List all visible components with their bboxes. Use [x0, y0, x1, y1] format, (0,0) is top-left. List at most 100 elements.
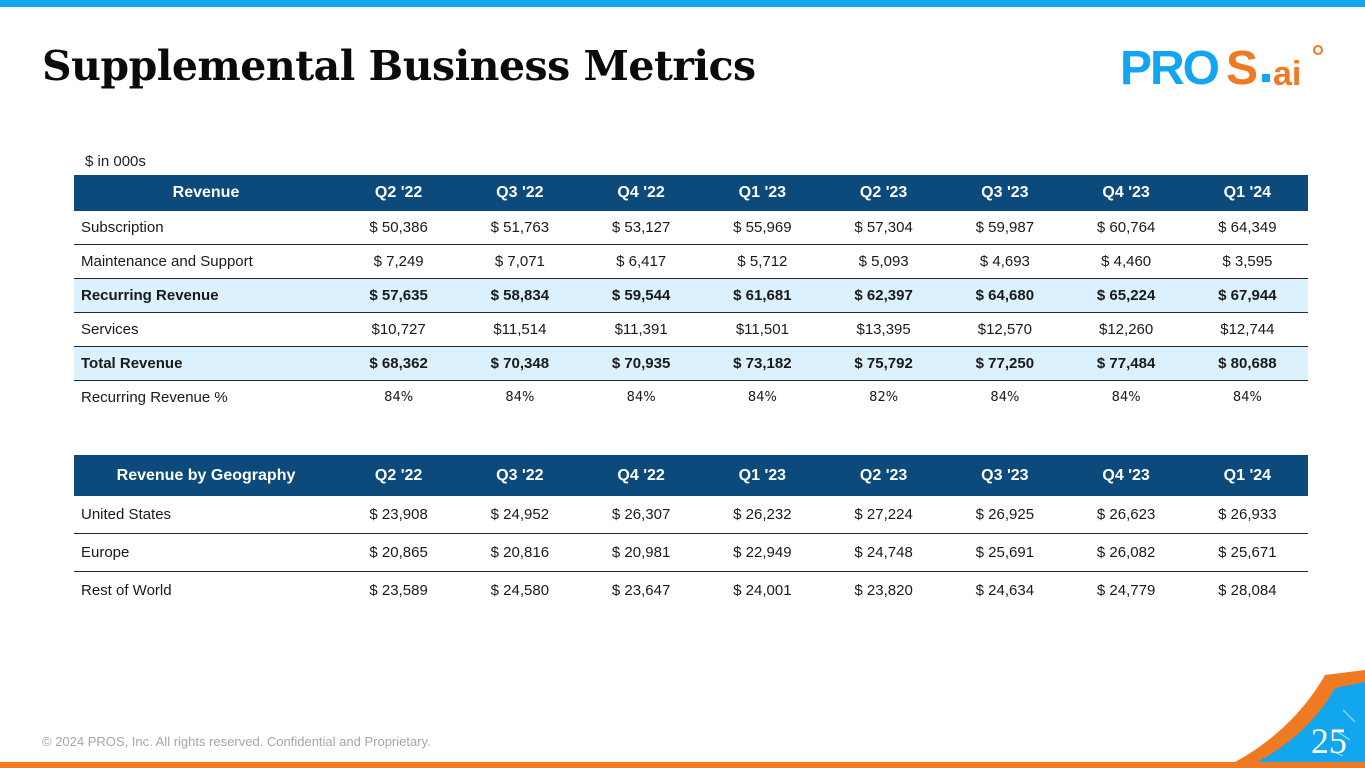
row-label: Maintenance and Support — [74, 244, 338, 279]
table-cell: $ 70,348 — [459, 346, 581, 381]
table-cell: $ 65,224 — [1065, 278, 1187, 313]
svg-text:ai: ai — [1273, 55, 1301, 90]
row-label: Recurring Revenue — [74, 278, 338, 313]
table-cell: 84% — [626, 390, 656, 405]
table-cell: $ 24,952 — [459, 496, 581, 534]
table-cell: $ 24,634 — [975, 582, 1035, 599]
table-cell: $12,744 — [1186, 312, 1308, 347]
table-cell: $ 59,987 — [944, 211, 1066, 245]
column-header: Q3 '22 — [459, 455, 581, 496]
column-header: Q1 '23 — [701, 455, 823, 496]
table-cell: 84% — [1232, 390, 1262, 405]
table-header-row: Revenue by Geography Q2 '22 Q3 '22 Q4 '2… — [74, 455, 1308, 496]
table-cell: $ 5,093 — [823, 244, 945, 279]
table-cell: $ 23,589 — [369, 582, 428, 599]
table-cell: $ 53,127 — [580, 211, 702, 245]
table-cell: $ 20,865 — [338, 533, 460, 572]
table-row-subscription: Subscription $ 50,386 $ 51,763 $ 53,127 … — [74, 211, 1308, 245]
column-header: Revenue — [74, 175, 338, 211]
table-cell: $ 51,763 — [459, 211, 581, 245]
table-cell: $ 26,925 — [944, 496, 1066, 534]
table-cell: $ 80,688 — [1186, 346, 1308, 381]
geography-table: Revenue by Geography Q2 '22 Q3 '22 Q4 '2… — [74, 455, 1308, 609]
svg-text:PRO: PRO — [1120, 44, 1219, 90]
table-cell: $ 57,304 — [823, 211, 945, 245]
table-cell: $ 67,944 — [1186, 278, 1308, 313]
table-cell: $ 25,691 — [944, 533, 1066, 572]
table-cell: $ 64,680 — [944, 278, 1066, 313]
table-row-europe: Europe $ 20,865 $ 20,816 $ 20,981 $ 22,9… — [74, 533, 1308, 572]
row-label: Europe — [74, 533, 338, 572]
table-cell: $11,514 — [459, 312, 581, 347]
table-cell: 84% — [384, 390, 414, 405]
table-cell: $13,395 — [823, 312, 945, 347]
column-header: Q3 '23 — [944, 175, 1066, 211]
column-header: Q4 '22 — [580, 455, 702, 496]
table-cell: $ 26,933 — [1186, 496, 1308, 534]
corner-decoration — [1235, 670, 1365, 762]
table-cell: $ 24,580 — [490, 582, 550, 599]
table-cell: $ 26,623 — [1065, 496, 1187, 534]
column-header: Q2 '23 — [823, 455, 945, 496]
column-header: Revenue by Geography — [74, 455, 338, 496]
table-cell: 84% — [747, 390, 777, 405]
table-header-row: Revenue Q2 '22 Q3 '22 Q4 '22 Q1 '23 Q2 '… — [74, 175, 1308, 211]
table-cell: $11,391 — [580, 312, 702, 347]
table-cell: $ 23,908 — [338, 496, 460, 534]
table-cell: $ 20,981 — [580, 533, 702, 572]
unit-note: $ in 000s — [85, 153, 146, 170]
table-cell: $ 20,816 — [459, 533, 581, 572]
row-label: Total Revenue — [74, 346, 338, 381]
table-cell: $ 22,949 — [701, 533, 823, 572]
column-header: Q4 '23 — [1065, 175, 1187, 211]
table-cell: $ 57,635 — [338, 278, 460, 313]
table-cell: 84% — [990, 390, 1020, 405]
revenue-table: Revenue Q2 '22 Q3 '22 Q4 '22 Q1 '23 Q2 '… — [74, 175, 1308, 414]
table-cell: $ 75,792 — [823, 346, 945, 381]
table-cell: $ 26,232 — [701, 496, 823, 534]
bottom-accent-bar — [0, 762, 1365, 768]
table-row-recurring-revenue: Recurring Revenue $ 57,635 $ 58,834 $ 59… — [74, 278, 1308, 313]
table-cell: $ 60,764 — [1065, 211, 1187, 245]
table-cell: $12,570 — [944, 312, 1066, 347]
table-cell: $ 73,182 — [701, 346, 823, 381]
column-header: Q1 '23 — [701, 175, 823, 211]
table-cell: 84% — [505, 390, 535, 405]
table-cell: $ 7,071 — [459, 244, 581, 279]
table-cell: $ 6,417 — [580, 244, 702, 279]
column-header: Q3 '22 — [459, 175, 581, 211]
column-header: Q4 '23 — [1065, 455, 1187, 496]
table-cell: 84% — [1111, 390, 1141, 405]
table-cell: $ 24,779 — [1096, 582, 1156, 599]
column-header: Q1 '24 — [1186, 455, 1308, 496]
svg-text:S: S — [1226, 44, 1258, 90]
table-cell: $ 23,820 — [854, 582, 913, 599]
table-cell: $ 23,647 — [611, 582, 671, 599]
table-cell: $ 25,671 — [1186, 533, 1308, 572]
table-cell: $12,260 — [1065, 312, 1187, 347]
table-cell: $ 77,250 — [944, 346, 1066, 381]
top-accent-bar — [0, 0, 1365, 7]
row-label: United States — [74, 496, 338, 534]
table-cell: $ 5,712 — [701, 244, 823, 279]
column-header: Q2 '23 — [823, 175, 945, 211]
table-cell: $ 27,224 — [823, 496, 945, 534]
table-row-total-revenue: Total Revenue $ 68,362 $ 70,348 $ 70,935… — [74, 346, 1308, 381]
table-cell: $ 77,484 — [1065, 346, 1187, 381]
table-cell: $ 4,460 — [1065, 244, 1187, 279]
table-row-recurring-pct: Recurring Revenue % 84% 84% 84% 84% 82% … — [74, 381, 1308, 415]
table-cell: $ 64,349 — [1186, 211, 1308, 245]
row-label: Services — [74, 312, 338, 347]
table-row-united-states: United States $ 23,908 $ 24,952 $ 26,307… — [74, 496, 1308, 534]
row-label: Rest of World — [81, 582, 172, 599]
table-cell: $ 59,544 — [580, 278, 702, 313]
row-label: Subscription — [74, 211, 338, 245]
table-row-rest-of-world: Rest of World $ 23,589 $ 24,580 $ 23,647… — [74, 572, 1308, 610]
column-header: Q3 '23 — [944, 455, 1066, 496]
table-cell: $ 55,969 — [701, 211, 823, 245]
pros-ai-logo: PRO S ai — [1120, 44, 1323, 90]
table-cell: $ 7,249 — [338, 244, 460, 279]
table-cell: $ 62,397 — [823, 278, 945, 313]
table-row-services: Services $10,727 $11,514 $11,391 $11,501… — [74, 312, 1308, 347]
table-row-maintenance: Maintenance and Support $ 7,249 $ 7,071 … — [74, 244, 1308, 279]
